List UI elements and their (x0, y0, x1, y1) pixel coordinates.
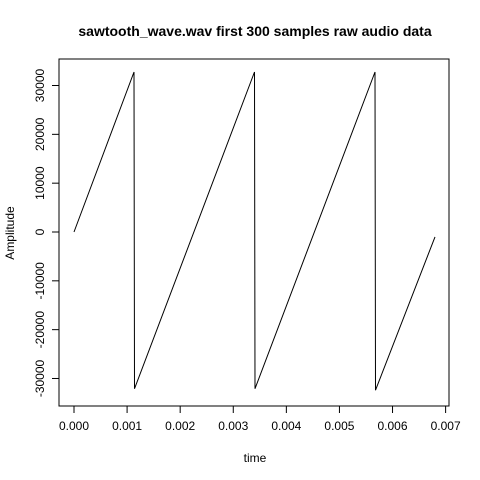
y-axis: -30000 -20000 -10000 0 10000 20000 30000 (33, 69, 60, 397)
x-tick-label: 0.003 (218, 419, 248, 433)
x-tick-label: 0.000 (59, 419, 89, 433)
x-tick-label: 0.001 (112, 419, 142, 433)
y-axis-label: Amplitude (3, 206, 17, 260)
x-axis-label: time (244, 451, 267, 465)
y-tick-label: 30000 (33, 69, 47, 103)
chart-title: sawtooth_wave.wav first 300 samples raw … (78, 23, 431, 39)
plot-frame (58, 58, 450, 407)
y-tick-label: -10000 (33, 262, 47, 300)
x-tick-label: 0.007 (431, 419, 461, 433)
x-tick-label: 0.006 (378, 419, 408, 433)
x-axis: 0.000 0.001 0.002 0.003 0.004 0.005 0.006 0.007 (59, 405, 461, 433)
y-tick-label: 10000 (33, 166, 47, 200)
series-layer (73, 71, 436, 391)
y-tick-label: -20000 (33, 311, 47, 349)
y-tick-label: -30000 (33, 359, 47, 397)
y-tick-label: 0 (33, 228, 47, 235)
y-tick-label: 20000 (33, 117, 47, 151)
series-line (73, 71, 436, 391)
x-tick-label: 0.005 (324, 419, 354, 433)
x-tick-label: 0.002 (165, 419, 195, 433)
x-tick-label: 0.004 (271, 419, 301, 433)
